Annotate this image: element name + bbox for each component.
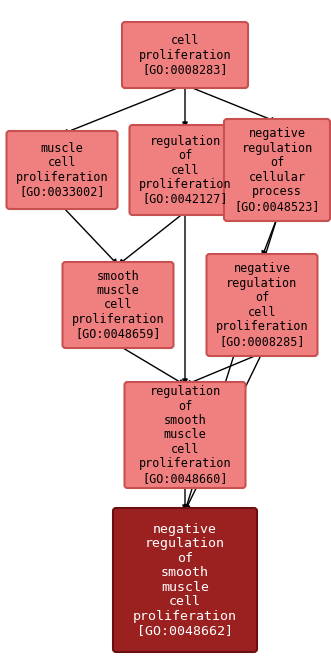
Text: negative
regulation
of
cellular
process
[GO:0048523]: negative regulation of cellular process …	[234, 127, 320, 212]
FancyBboxPatch shape	[224, 119, 330, 221]
FancyBboxPatch shape	[63, 262, 173, 348]
FancyBboxPatch shape	[124, 382, 246, 488]
FancyBboxPatch shape	[207, 254, 317, 356]
FancyBboxPatch shape	[129, 125, 241, 215]
Text: smooth
muscle
cell
proliferation
[GO:0048659]: smooth muscle cell proliferation [GO:004…	[72, 270, 164, 340]
Text: negative
regulation
of
cell
proliferation
[GO:0008285]: negative regulation of cell proliferatio…	[216, 262, 308, 348]
Text: cell
proliferation
[GO:0008283]: cell proliferation [GO:0008283]	[139, 34, 231, 76]
Text: regulation
of
smooth
muscle
cell
proliferation
[GO:0048660]: regulation of smooth muscle cell prolife…	[139, 385, 231, 485]
Text: regulation
of
cell
proliferation
[GO:0042127]: regulation of cell proliferation [GO:004…	[139, 135, 231, 206]
FancyBboxPatch shape	[113, 508, 257, 652]
FancyBboxPatch shape	[7, 131, 118, 209]
Text: negative
regulation
of
smooth
muscle
cell
proliferation
[GO:0048662]: negative regulation of smooth muscle cel…	[133, 523, 237, 637]
Text: muscle
cell
proliferation
[GO:0033002]: muscle cell proliferation [GO:0033002]	[16, 142, 108, 198]
FancyBboxPatch shape	[122, 22, 248, 88]
